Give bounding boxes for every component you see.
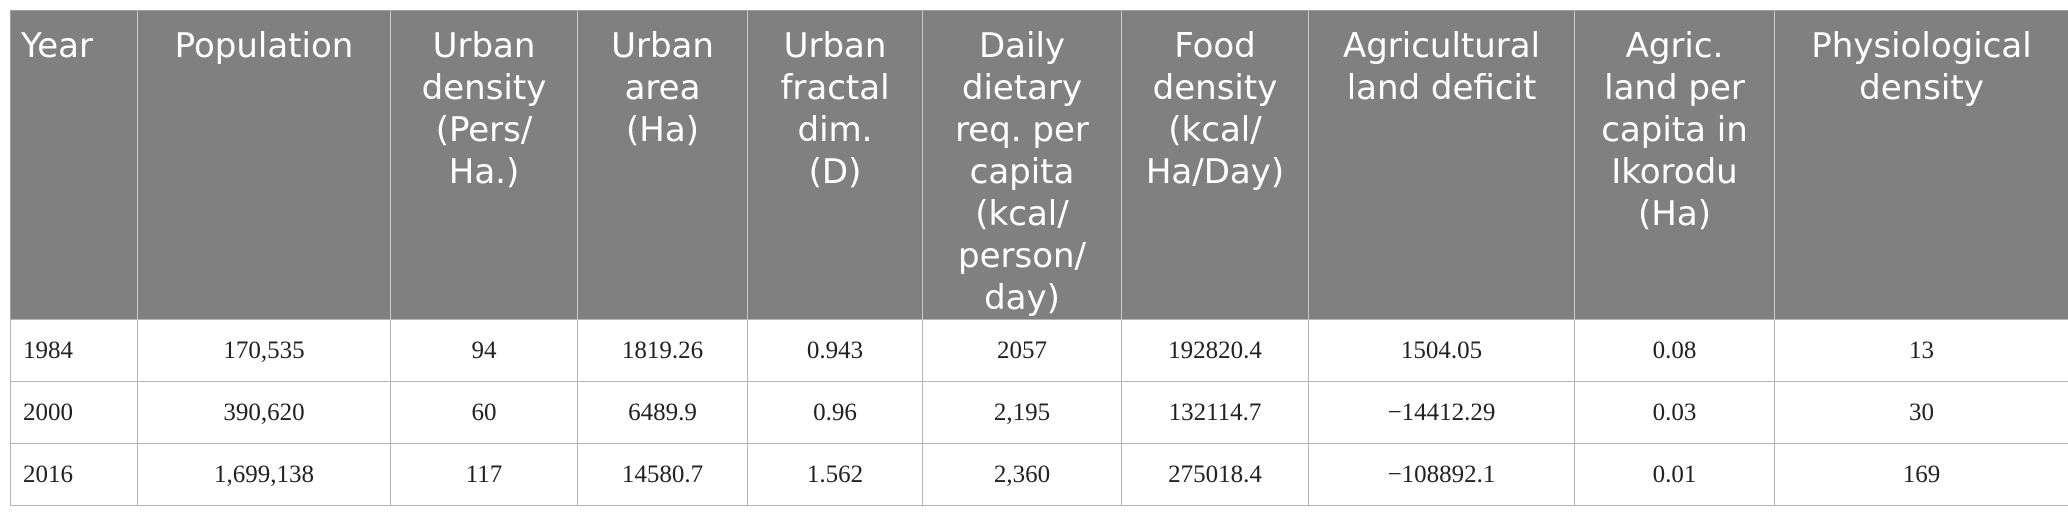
cell-year: 2016: [10, 443, 138, 506]
header-daily-dietary-req: Daily dietary req. per capita (kcal/ per…: [922, 10, 1122, 320]
cell-population: 170,535: [137, 319, 391, 382]
cell-year: 2000: [10, 381, 138, 444]
header-line: Agricultural: [1342, 26, 1541, 66]
header-line: Ha.): [448, 152, 520, 192]
header-line: Physiological: [1811, 26, 2032, 66]
cell-agricultural-land-deficit: −14412.29: [1308, 381, 1575, 444]
header-line: Food: [1174, 26, 1256, 66]
header-line: (kcal/: [1168, 110, 1262, 150]
header-line: density: [1859, 68, 1984, 108]
header-urban-area: Urban area (Ha): [577, 10, 748, 320]
table-row: 2000 390,620 60 6489.9 0.96 2,195 132114…: [10, 381, 2068, 444]
header-line: Year: [21, 26, 93, 66]
header-line: Urban: [611, 26, 714, 66]
header-line: Urban: [783, 26, 887, 66]
cell-agric-land-per-capita: 0.03: [1574, 381, 1775, 444]
cell-population: 1,699,138: [137, 443, 391, 506]
cell-physiological-density: 30: [1774, 381, 2068, 444]
header-physiological-density: Physiological density: [1774, 10, 2068, 320]
cell-urban-density: 60: [390, 381, 578, 444]
header-line: (Ha): [626, 110, 699, 150]
header-line: area: [624, 68, 701, 108]
cell-daily-dietary-req: 2,195: [922, 381, 1122, 444]
cell-agric-land-per-capita: 0.08: [1574, 319, 1775, 382]
header-line: (Pers/: [435, 110, 533, 150]
header-line: (Ha): [1638, 194, 1711, 234]
cell-agricultural-land-deficit: 1504.05: [1308, 319, 1575, 382]
table-row: 1984 170,535 94 1819.26 0.943 2057 19282…: [10, 319, 2068, 382]
cell-agricultural-land-deficit: −108892.1: [1308, 443, 1575, 506]
cell-urban-density: 94: [390, 319, 578, 382]
data-table: Year Population Urban density (Pers/ Ha.…: [10, 10, 2068, 506]
header-line: capita: [969, 152, 1075, 192]
cell-agric-land-per-capita: 0.01: [1574, 443, 1775, 506]
header-line: Ha/Day): [1145, 152, 1285, 192]
header-line: land deficit: [1346, 68, 1537, 108]
cell-physiological-density: 13: [1774, 319, 2068, 382]
header-line: Urban: [432, 26, 536, 66]
header-line: person/: [958, 236, 1086, 276]
cell-urban-fractal-dim: 0.96: [747, 381, 923, 444]
cell-year: 1984: [10, 319, 138, 382]
data-table-container: Year Population Urban density (Pers/ Ha.…: [10, 10, 2068, 506]
cell-population: 390,620: [137, 381, 391, 444]
header-line: Daily: [978, 26, 1066, 66]
cell-food-density: 192820.4: [1121, 319, 1309, 382]
cell-daily-dietary-req: 2,360: [922, 443, 1122, 506]
cell-urban-area: 14580.7: [577, 443, 748, 506]
cell-urban-density: 117: [390, 443, 578, 506]
header-population: Population: [137, 10, 391, 320]
header-line: Ikorodu: [1611, 152, 1738, 192]
header-year: Year: [10, 10, 138, 320]
header-line: land per: [1604, 68, 1745, 108]
header-food-density: Food density (kcal/ Ha/Day): [1121, 10, 1309, 320]
header-urban-density: Urban density (Pers/ Ha.): [390, 10, 578, 320]
cell-urban-fractal-dim: 0.943: [747, 319, 923, 382]
header-urban-fractal-dim: Urban fractal dim. (D): [747, 10, 923, 320]
header-line: dietary: [961, 68, 1083, 108]
cell-food-density: 132114.7: [1121, 381, 1309, 444]
header-line: req. per: [955, 110, 1089, 150]
table-header-row: Year Population Urban density (Pers/ Ha.…: [10, 10, 2068, 320]
header-line: density: [1152, 68, 1278, 108]
header-line: density: [421, 68, 547, 108]
header-line: Population: [174, 26, 354, 66]
cell-physiological-density: 169: [1774, 443, 2068, 506]
header-line: (kcal/: [975, 194, 1069, 234]
cell-urban-fractal-dim: 1.562: [747, 443, 923, 506]
header-line: capita in: [1601, 110, 1748, 150]
header-line: fractal: [780, 68, 890, 108]
cell-urban-area: 6489.9: [577, 381, 748, 444]
header-line: (D): [808, 152, 862, 192]
cell-urban-area: 1819.26: [577, 319, 748, 382]
header-line: day): [984, 278, 1060, 318]
header-line: dim.: [797, 110, 873, 150]
header-agric-land-per-capita: Agric. land per capita in Ikorodu (Ha): [1574, 10, 1775, 320]
header-line: Agric.: [1625, 26, 1724, 66]
cell-food-density: 275018.4: [1121, 443, 1309, 506]
cell-daily-dietary-req: 2057: [922, 319, 1122, 382]
table-row: 2016 1,699,138 117 14580.7 1.562 2,360 2…: [10, 443, 2068, 506]
header-agricultural-land-deficit: Agricultural land deficit: [1308, 10, 1575, 320]
